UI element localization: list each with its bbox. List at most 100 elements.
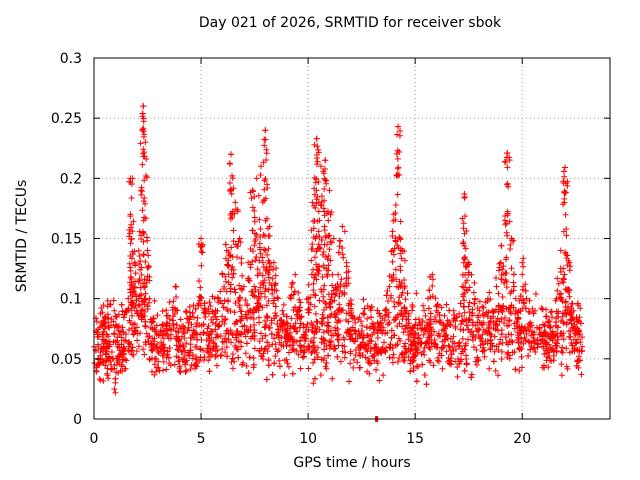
data-point xyxy=(557,317,564,324)
data-point xyxy=(250,315,257,322)
data-point xyxy=(307,301,314,308)
data-point xyxy=(332,311,339,318)
data-point xyxy=(397,250,404,257)
data-point xyxy=(129,228,136,235)
data-point xyxy=(223,278,230,285)
data-point xyxy=(288,315,295,322)
data-point xyxy=(506,157,513,164)
data-point xyxy=(405,320,412,327)
data-point xyxy=(141,276,148,283)
data-point xyxy=(186,316,193,323)
y-tick-label: 0.25 xyxy=(51,111,82,127)
data-point xyxy=(503,254,510,261)
data-point xyxy=(185,349,192,356)
data-point xyxy=(199,249,206,256)
data-point xyxy=(312,204,319,211)
data-point xyxy=(508,288,515,295)
data-point xyxy=(504,232,511,239)
data-point xyxy=(309,245,316,252)
data-point xyxy=(439,365,446,372)
data-point xyxy=(271,315,278,322)
data-point xyxy=(504,180,511,187)
data-point xyxy=(136,228,143,235)
data-point xyxy=(399,323,406,330)
data-point xyxy=(256,303,263,310)
data-point xyxy=(316,326,323,333)
data-point xyxy=(293,311,300,318)
data-point xyxy=(558,372,565,379)
data-point xyxy=(244,302,251,309)
data-point xyxy=(144,264,151,271)
data-point xyxy=(306,306,313,313)
data-point xyxy=(506,317,513,324)
data-point xyxy=(443,323,450,330)
data-point xyxy=(201,300,208,307)
data-point xyxy=(276,357,283,364)
data-point xyxy=(139,306,146,313)
data-point xyxy=(138,307,145,314)
data-point xyxy=(395,301,402,308)
data-point xyxy=(312,235,319,242)
data-point xyxy=(469,319,476,326)
data-point xyxy=(386,319,393,326)
data-point xyxy=(131,259,138,266)
data-point xyxy=(193,343,200,350)
data-point xyxy=(228,358,235,365)
data-point xyxy=(221,339,228,346)
data-point xyxy=(427,310,434,317)
data-point xyxy=(247,261,254,268)
data-point xyxy=(176,343,183,350)
data-point xyxy=(104,365,111,372)
data-point xyxy=(461,367,468,374)
data-point xyxy=(146,274,153,281)
data-point xyxy=(500,263,507,270)
data-point xyxy=(132,327,139,334)
data-point xyxy=(150,338,157,345)
data-point xyxy=(119,356,126,363)
data-point xyxy=(179,348,186,355)
data-point xyxy=(313,349,320,356)
data-point xyxy=(261,324,268,331)
data-point xyxy=(137,266,144,273)
data-point xyxy=(142,290,149,297)
data-point xyxy=(579,343,586,350)
data-point xyxy=(479,341,486,348)
data-point xyxy=(549,345,556,352)
data-point xyxy=(395,335,402,342)
data-point xyxy=(220,304,227,311)
data-point xyxy=(421,344,428,351)
data-point xyxy=(228,190,235,197)
data-point xyxy=(348,335,355,342)
data-point xyxy=(269,341,276,348)
data-point xyxy=(272,280,279,287)
data-point xyxy=(204,330,211,337)
data-point xyxy=(395,123,402,130)
data-point xyxy=(263,156,270,163)
data-point xyxy=(130,251,137,258)
data-point xyxy=(252,236,259,243)
data-point xyxy=(309,322,316,329)
data-point xyxy=(364,331,371,338)
data-point xyxy=(545,363,552,370)
data-point xyxy=(400,356,407,363)
data-point xyxy=(98,305,105,312)
data-point xyxy=(396,234,403,241)
data-point xyxy=(118,301,125,308)
data-point xyxy=(560,168,567,175)
data-point xyxy=(222,349,229,356)
data-point xyxy=(399,289,406,296)
data-point xyxy=(343,263,350,270)
data-point xyxy=(258,352,265,359)
data-point xyxy=(93,368,100,375)
data-point xyxy=(394,165,401,172)
data-point xyxy=(464,287,471,294)
data-point xyxy=(140,153,147,160)
data-point xyxy=(435,332,442,339)
data-point xyxy=(128,312,135,319)
data-point xyxy=(153,368,160,375)
data-point xyxy=(468,312,475,319)
data-point xyxy=(376,310,383,317)
data-point xyxy=(379,327,386,334)
data-point xyxy=(412,343,419,350)
data-point xyxy=(559,278,566,285)
